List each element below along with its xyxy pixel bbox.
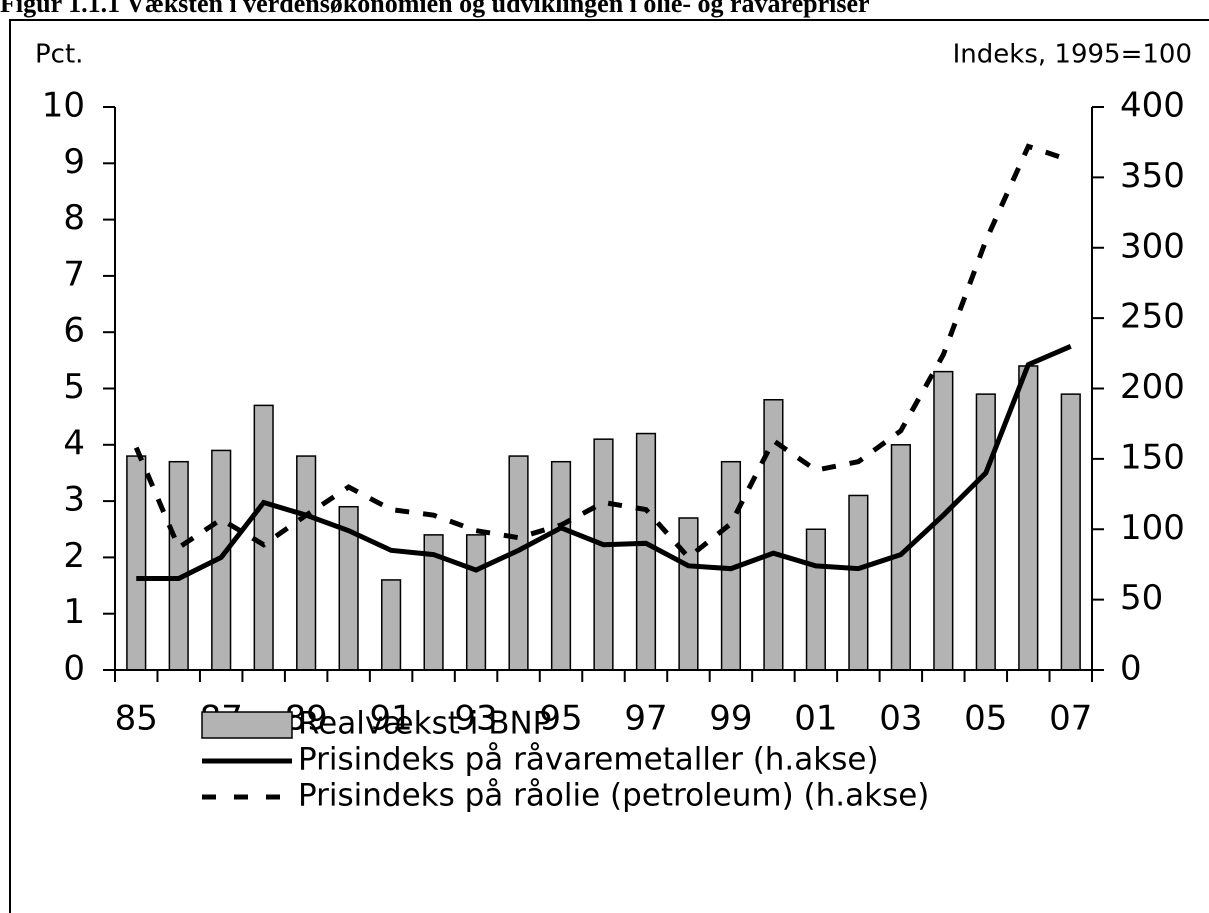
x-tick-label: 91	[369, 699, 412, 739]
y-tick-label: 1	[63, 592, 85, 632]
bar	[1018, 365, 1039, 671]
bar	[465, 534, 487, 671]
legend-label: Realvækst i BNP	[298, 706, 551, 742]
bar	[381, 579, 402, 671]
y2-tick-label: 150	[1120, 437, 1185, 477]
y-tick-label: 8	[63, 198, 85, 238]
y2-tick-label: 350	[1120, 156, 1185, 196]
x-tick-label: 03	[879, 699, 922, 739]
bar	[593, 438, 614, 671]
y2-tick-label: 300	[1120, 226, 1185, 266]
line-series	[136, 343, 1072, 582]
bar	[763, 399, 784, 671]
bar	[848, 494, 869, 671]
y-axis-label: Pct.	[35, 40, 83, 70]
y2-tick-label: 0	[1120, 649, 1142, 689]
x-tick-label: 85	[115, 699, 158, 739]
bar	[635, 432, 657, 671]
y2-tick-label: 200	[1120, 367, 1185, 407]
bar	[508, 455, 529, 671]
legend-label: Prisindeks på råvaremetaller (h.akse)	[298, 742, 879, 778]
y-tick-label: 4	[63, 423, 85, 463]
y-tick-label: 9	[63, 142, 85, 182]
y-tick-label: 3	[63, 480, 85, 520]
bar	[253, 404, 274, 671]
y-tick-label: 2	[63, 536, 85, 576]
bar	[1060, 393, 1081, 671]
bar	[126, 455, 147, 671]
x-tick-label: 07	[1049, 699, 1092, 739]
y-tick-label: 5	[63, 367, 85, 407]
legend-swatch	[201, 711, 293, 739]
x-tick-label: 01	[794, 699, 837, 739]
y-tick-label: 10	[42, 86, 85, 126]
bar	[975, 393, 996, 671]
bar	[550, 460, 572, 671]
y-tick-label: 0	[63, 649, 85, 689]
y-tick-label: 7	[63, 254, 85, 294]
bar	[678, 517, 699, 671]
y-tick-label: 6	[63, 311, 85, 351]
x-tick-label: 95	[539, 699, 582, 739]
bar	[805, 528, 826, 671]
bar	[296, 455, 317, 671]
bar	[168, 460, 189, 671]
y2-tick-label: 400	[1120, 86, 1185, 126]
x-tick-label: 99	[709, 699, 752, 739]
x-tick-label: 05	[964, 699, 1007, 739]
chart-title: Figur 1.1.1 Væksten i verdensøkonomien o…	[0, 0, 870, 18]
y2-tick-label: 50	[1120, 578, 1163, 618]
legend-label: Prisindeks på råolie (petroleum) (h.akse…	[298, 778, 929, 814]
line-series	[133, 143, 1072, 561]
x-tick-label: 93	[454, 699, 497, 739]
frame	[9, 19, 1209, 913]
y2-axis-label: Indeks, 1995=100	[953, 40, 1192, 70]
x-tick-label: 97	[624, 699, 667, 739]
y2-tick-label: 250	[1120, 297, 1185, 337]
y2-tick-label: 100	[1120, 508, 1185, 548]
